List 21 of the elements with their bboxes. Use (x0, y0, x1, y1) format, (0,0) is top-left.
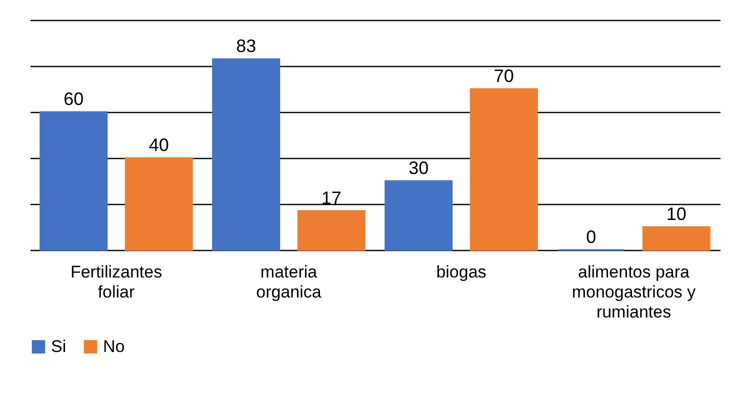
bar (212, 58, 280, 251)
legend-label: No (103, 336, 125, 356)
legend-label: Si (51, 336, 66, 356)
data-label: 10 (666, 204, 686, 224)
data-label: 40 (148, 135, 169, 155)
x-tick-label: alimentos para monogastricos y rumiantes (572, 262, 696, 322)
bar (384, 180, 453, 251)
bar (297, 210, 366, 251)
data-label: 30 (408, 158, 429, 178)
x-tick-label: Fertilizantes foliar (70, 262, 162, 302)
x-tick-label: materia organica (256, 262, 322, 302)
data-label: 0 (586, 227, 596, 247)
bar (124, 157, 193, 251)
data-label: 70 (494, 66, 514, 86)
data-label: 60 (64, 89, 84, 109)
data-label: 83 (236, 36, 256, 56)
data-label: 17 (321, 188, 342, 208)
bar (40, 111, 108, 251)
bar (470, 88, 538, 251)
bar (642, 226, 710, 251)
x-tick-label: biogas (436, 262, 486, 282)
